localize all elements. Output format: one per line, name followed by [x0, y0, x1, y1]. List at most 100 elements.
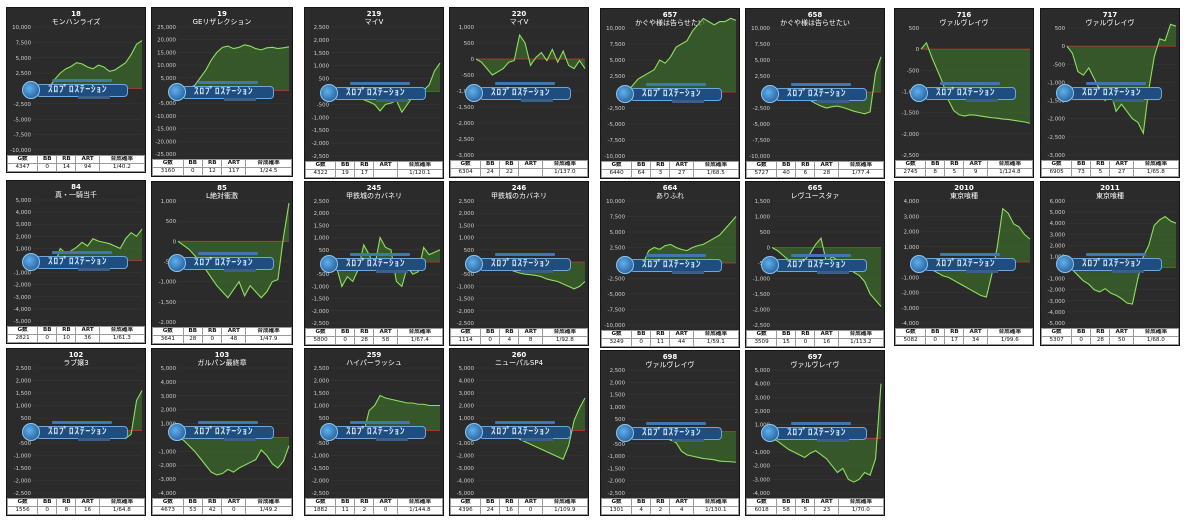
y-tick-label: 5,000: [610, 58, 626, 64]
y-tick-label: -4,000: [902, 321, 920, 327]
y-tick-label: 3,000: [16, 222, 32, 228]
stats-header-cell: BB: [631, 498, 652, 507]
stats-value-cell: 11: [335, 506, 356, 515]
machine-name: ありふれ: [656, 192, 684, 200]
y-tick-label: 5,000: [161, 76, 177, 82]
series-line: [1066, 215, 1177, 305]
stats-header-cell: RB: [1090, 328, 1111, 337]
payout-chart: 5,000 4,000 3,000 2,000 1,000 0 -1,000 -2,000 -3…: [14, 198, 143, 325]
y-tick-label: -3,000: [457, 153, 475, 159]
stats-header-cell: G数: [450, 328, 482, 337]
y-tick-label: -2,000: [457, 309, 475, 315]
y-tick-label: -1,500: [902, 111, 920, 117]
y-tick-label: 2,000: [314, 379, 330, 385]
payout-chart: 1,500 1,000 500 0 -500 -1,000 -1,500 -2,000 -2,5…: [753, 199, 882, 329]
series-area: [921, 208, 1030, 298]
machine-name: ラブ嬢3: [63, 359, 89, 367]
stats-value-cell: 6: [795, 169, 816, 178]
stats-header-cell: BB: [182, 159, 204, 168]
stats-table: G数 BB RB ART 合成確率 3160 0 12 117 1/24.5: [152, 159, 292, 176]
chart-panel: 85 L絶対衝激 1,000 500 0 -500 -1,000 -1,500 -2,000 ｽﾛ…: [151, 181, 293, 345]
y-tick-label: 5,000: [755, 368, 771, 374]
y-tick-label: 1,000: [459, 416, 475, 422]
y-tick-label: 25,000: [157, 25, 176, 31]
y-tick-label: 500: [166, 219, 177, 225]
payout-chart: 500 0 -500 -1,000 -1,500 -2,000 -2,500 -3,000: [1048, 23, 1177, 159]
y-tick-label: -5,000: [14, 319, 32, 325]
y-tick-label: 10,000: [12, 25, 31, 31]
stats-header-cell: RB: [944, 160, 965, 169]
y-tick-label: -500: [317, 272, 330, 278]
stats-header-cell: ART: [75, 155, 100, 164]
stats-header-cell: RB: [499, 328, 520, 337]
machine-number: 259: [366, 351, 382, 359]
y-tick-label: -500: [1053, 62, 1066, 68]
y-tick-label: 3,000: [459, 391, 475, 397]
series-line: [626, 17, 737, 93]
stats-table: G数 BB RB ART 合成確率 6304 24 22 1/137.0: [450, 160, 588, 177]
y-tick-label: -2,500: [753, 323, 771, 329]
stats-table: G数 BB RB ART 合成確率 5307 0 28 50 1/68.0: [1041, 328, 1179, 345]
machine-number: 85: [217, 184, 227, 192]
payout-chart: 5,000 4,000 3,000 2,000 1,000 0 -1,000 -2,000 -3…: [753, 368, 882, 497]
stats-value-cell: 48: [221, 335, 247, 344]
stats-value-cell: 16: [499, 506, 520, 515]
y-tick-label: -2,500: [608, 277, 626, 283]
y-tick-label: 1,000: [1050, 254, 1066, 260]
series-area: [33, 229, 142, 267]
y-tick-label: 4,000: [755, 382, 771, 388]
y-tick-label: -5,000: [608, 122, 626, 128]
stats-header-cell: ART: [963, 160, 988, 169]
stats-header-cell: G数: [746, 498, 778, 507]
machine-number: 664: [662, 184, 678, 192]
y-tick-label: -1,000: [14, 454, 32, 460]
stats-value-cell: 17: [354, 169, 375, 178]
stats-header-cell: RB: [499, 160, 520, 169]
stats-header-cell: RB: [56, 326, 77, 335]
y-tick-label: 2,000: [1050, 243, 1066, 249]
y-tick-label: -7,500: [753, 138, 771, 144]
stats-header-cell: RB: [202, 327, 223, 336]
stats-value-cell: 2745: [895, 168, 927, 177]
stats-header-cell: ART: [221, 498, 247, 507]
series-area: [331, 395, 440, 438]
stats-value-cell: 73: [1071, 168, 1092, 177]
stats-header-cell: G数: [895, 328, 927, 337]
y-tick-label: 2,500: [459, 199, 475, 205]
y-tick-label: -2,000: [457, 454, 475, 460]
y-tick-label: -2,000: [753, 464, 771, 470]
y-tick-label: 2,500: [314, 199, 330, 205]
y-tick-label: 4,000: [904, 199, 920, 205]
y-tick-label: -2,500: [457, 321, 475, 327]
machine-number: 2011: [1100, 184, 1120, 192]
stats-table: G数 BB RB ART 合成確率 5800 0 28 58 1/67.4: [305, 328, 443, 345]
stats-value-cell: 0: [795, 338, 816, 347]
stats-header-cell: G数: [152, 159, 184, 168]
y-tick-label: -1,000: [159, 280, 177, 286]
stats-value-cell: 5: [1090, 168, 1111, 177]
stats-value-cell: 10: [56, 334, 77, 343]
y-tick-label: 2,000: [16, 234, 32, 240]
y-tick-label: -1,000: [1048, 277, 1066, 283]
series-area: [476, 398, 585, 460]
payout-chart: 10,000 7,500 5,000 2,500 0 -2,500 -5,000 -7,500…: [749, 26, 882, 160]
stats-value-cell: 24: [480, 506, 501, 515]
y-tick-label: -1,500: [1048, 99, 1066, 105]
stats-value-cell: 5: [944, 168, 965, 177]
y-tick-label: 0: [767, 246, 771, 252]
y-tick-label: 2,000: [161, 408, 177, 414]
stats-value-cell: 0: [373, 506, 398, 515]
stats-table: G数 BB RB ART 合成確率 4322 19 17 1/120.1: [305, 161, 443, 178]
stats-header-cell: 合成確率: [98, 155, 145, 164]
series-line: [475, 397, 586, 460]
stats-header-cell: G数: [601, 330, 633, 339]
machine-name: 東京喰種: [1096, 192, 1124, 200]
stats-value-cell: 1/130.1: [692, 506, 739, 515]
stats-header-cell: BB: [1071, 160, 1092, 169]
y-tick-label: -1,500: [14, 466, 32, 472]
payout-chart: 2,500 2,000 1,500 1,000 500 0 -500 -1,000 -1,500…: [312, 366, 440, 497]
y-tick-label: -500: [907, 68, 920, 74]
stats-header-cell: RB: [650, 498, 671, 507]
stats-value-cell: 4673: [152, 506, 184, 515]
stats-header-cell: ART: [814, 161, 839, 170]
